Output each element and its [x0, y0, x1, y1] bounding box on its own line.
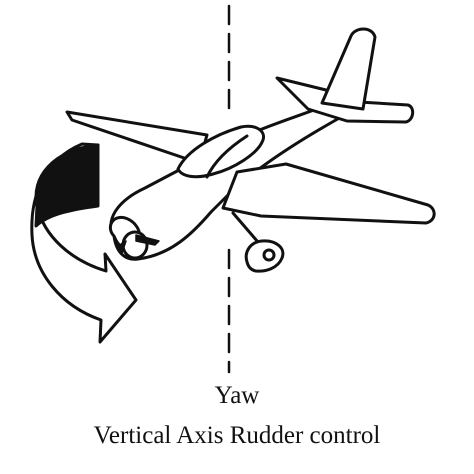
curved-rotation-arrow-icon: [30, 142, 138, 344]
diagram-caption-subtitle: Vertical Axis Rudder control: [93, 422, 381, 449]
diagram-caption-title: Yaw: [214, 382, 260, 409]
airplane-icon: [65, 27, 436, 273]
